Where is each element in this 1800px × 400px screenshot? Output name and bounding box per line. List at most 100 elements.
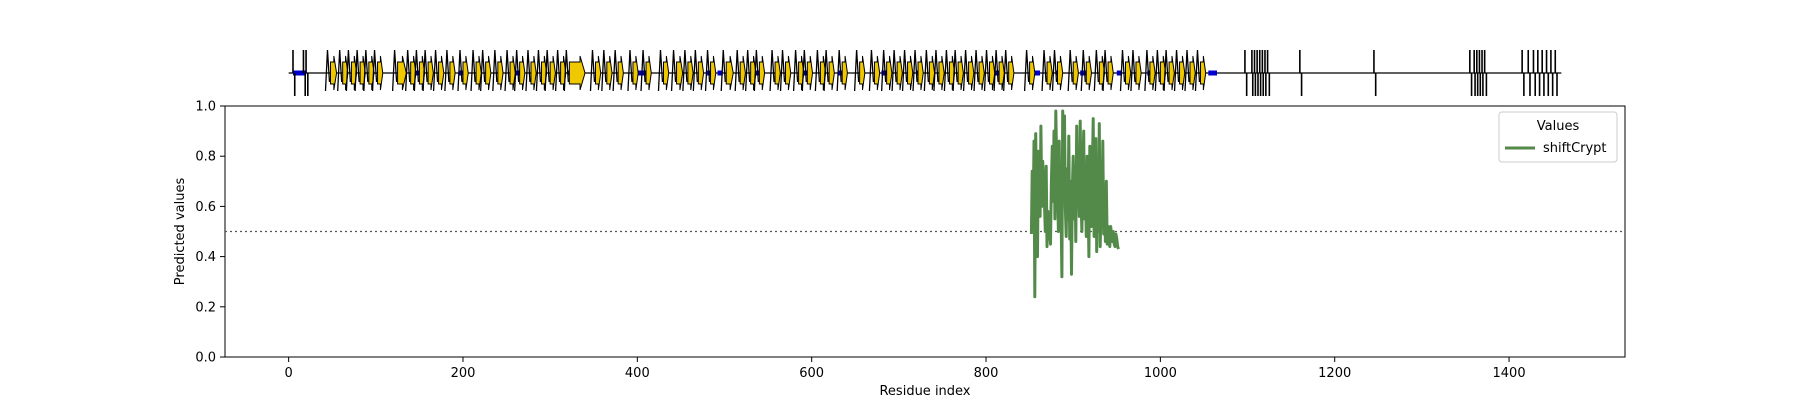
ss-loop: [601, 49, 607, 92]
ss-loop: [363, 49, 369, 92]
ss-loop: [612, 49, 618, 92]
ss-loop: [891, 49, 897, 92]
ss-loop: [670, 49, 677, 92]
ss-turn: [1478, 50, 1482, 96]
ss-turn: [1476, 50, 1479, 96]
x-tick-label: 800: [974, 366, 999, 381]
ss-loop: [535, 49, 542, 92]
ss-strand: [806, 55, 814, 91]
ss-loop: [444, 49, 450, 92]
ss-loop: [589, 49, 596, 92]
ss-strand: [568, 55, 586, 91]
x-axis-label: Residue index: [879, 384, 970, 399]
ss-helix: [994, 70, 1002, 76]
ss-loop: [1163, 49, 1169, 92]
ss-strand: [1008, 55, 1015, 91]
ss-turn: [1264, 50, 1267, 96]
ss-turn: [1550, 50, 1554, 96]
ss-strand: [485, 55, 492, 91]
ss-loop: [912, 49, 918, 92]
y-tick-label: 0.6: [195, 200, 216, 215]
secondary-structure-track: [288, 49, 1562, 96]
ss-strand: [549, 55, 556, 91]
ss-strand: [519, 55, 526, 91]
ss-loop: [422, 49, 428, 92]
ss-strand: [886, 55, 893, 91]
ss-loop: [923, 49, 930, 92]
ss-strand: [687, 55, 694, 91]
ss-strand: [841, 55, 848, 91]
ss-loop: [345, 49, 352, 92]
ss-strand: [329, 55, 338, 91]
ss-strand: [758, 55, 766, 91]
legend-label-shiftcrypt: shiftCrypt: [1543, 141, 1607, 156]
ss-strand: [928, 55, 936, 91]
ss-loop: [513, 49, 520, 92]
ss-loop: [769, 49, 775, 92]
ss-strand: [739, 55, 746, 91]
ss-strand: [725, 55, 734, 91]
x-tick-label: 0: [284, 366, 292, 381]
x-tick-label: 600: [799, 366, 824, 381]
ss-loop: [933, 49, 939, 92]
ss-strand: [1179, 55, 1186, 91]
ss-loop: [1144, 49, 1150, 92]
ss-turn: [1251, 50, 1254, 96]
ss-turn: [1244, 50, 1248, 96]
ss-loop: [479, 49, 486, 92]
ss-loop: [405, 49, 411, 92]
ss-strand: [1046, 55, 1053, 91]
ss-strand: [710, 55, 717, 91]
ss-loop: [657, 49, 664, 92]
ss-turn: [1537, 50, 1541, 96]
ss-strand: [1085, 55, 1093, 91]
y-tick-label: 1.0: [195, 100, 216, 115]
ss-loop: [692, 49, 698, 92]
ss-turn: [1521, 50, 1525, 96]
ss-loop: [753, 49, 760, 92]
ss-strand: [785, 55, 792, 91]
x-axis-ticks: 0 200 400 600 800 1000 1200 1400: [284, 357, 1526, 381]
ss-turn: [1541, 50, 1545, 96]
ss-strand: [859, 55, 866, 91]
ss-loop: [1184, 49, 1190, 92]
ss-turn: [1373, 50, 1377, 96]
ss-turn: [1481, 50, 1484, 96]
ss-turn: [1473, 50, 1476, 96]
ss-strand: [1135, 55, 1142, 91]
ss-strand: [594, 55, 602, 91]
ss-turn: [292, 50, 296, 96]
ss-loop: [371, 49, 378, 92]
ss-loop: [943, 49, 950, 92]
ss-turn: [302, 50, 306, 96]
ss-loop: [868, 49, 875, 92]
ss-loop: [952, 49, 958, 92]
ss-turn: [1469, 50, 1473, 96]
ss-strand: [1168, 55, 1175, 91]
ss-loop: [1102, 49, 1108, 92]
x-tick-label: 1000: [1144, 366, 1177, 381]
ss-strand: [475, 55, 482, 91]
ss-strand: [896, 55, 903, 91]
ss-strand: [645, 55, 652, 91]
ss-loop: [1173, 49, 1180, 92]
ss-loop: [563, 49, 569, 92]
ss-strand: [873, 55, 881, 91]
y-tick-label: 0.2: [195, 300, 216, 315]
ss-loop: [814, 49, 821, 92]
legend: Values shiftCrypt: [1498, 111, 1618, 163]
ss-strand: [530, 55, 537, 91]
ss-turn: [1527, 50, 1531, 96]
y-axis-label: Predicted values: [173, 178, 188, 286]
ss-strand: [697, 55, 705, 91]
ss-loop: [1041, 49, 1047, 92]
ss-strand: [509, 55, 516, 91]
ss-loop: [745, 49, 751, 92]
ss-helix: [292, 70, 307, 76]
ss-strand: [957, 55, 964, 91]
ss-strand: [606, 55, 613, 91]
ss-strand: [907, 55, 914, 91]
ss-loop: [504, 49, 510, 92]
ss-loop: [432, 49, 439, 92]
ss-strand: [662, 55, 670, 91]
